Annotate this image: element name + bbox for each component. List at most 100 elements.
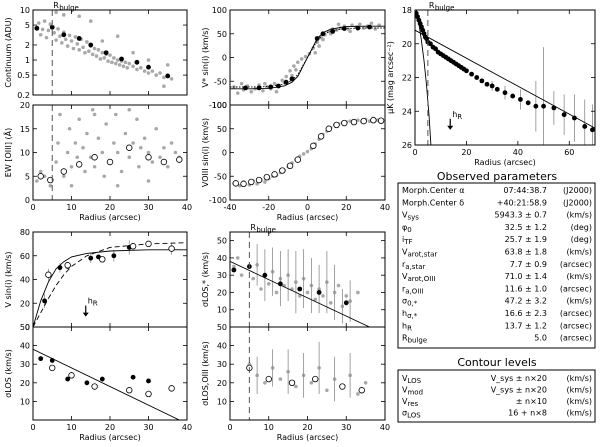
- scatter-point: [363, 381, 368, 385]
- x-tick-label: 40: [182, 423, 192, 432]
- scatter-point: [69, 164, 74, 169]
- scatter-point: [102, 56, 107, 60]
- hr-arrow-label: h: [88, 297, 93, 306]
- model-line: [230, 260, 370, 327]
- scatter-point: [142, 69, 147, 73]
- parameter-unit: (km/s): [566, 211, 592, 220]
- model-line: [33, 348, 180, 420]
- data-point: [320, 31, 326, 37]
- open-point: [145, 240, 152, 248]
- x-tick-label: 40: [380, 423, 390, 432]
- parameter-unit: (J2000): [563, 198, 592, 207]
- y-tick-label: -50: [214, 77, 227, 86]
- scatter-point: [98, 57, 103, 61]
- scatter-point: [75, 155, 80, 160]
- y-tick-label: 10: [20, 149, 30, 158]
- scatter-point: [369, 21, 374, 26]
- x-tick-label: 20: [302, 423, 312, 432]
- parameter-row: σ0,* 47.2 ± 3.2 (km/s): [402, 297, 592, 308]
- scatter-point: [127, 107, 132, 112]
- scatter-point: [272, 81, 277, 86]
- scatter-point: [35, 179, 39, 183]
- open-point: [168, 245, 175, 252]
- parameter-unit: (km/s): [566, 409, 592, 418]
- hr-arrow-head: [82, 312, 89, 317]
- open-point: [248, 178, 255, 186]
- scatter-point: [125, 65, 130, 70]
- y-tick-label: 20: [20, 101, 30, 110]
- scatter-point: [358, 22, 362, 27]
- panel-plot-area: [415, 10, 595, 145]
- open-point: [126, 387, 133, 394]
- parameter-name: VLOS: [402, 374, 422, 385]
- scatter-point: [165, 63, 170, 67]
- y-tick-label: 20: [217, 379, 227, 388]
- parameter-name: Varot,star: [402, 248, 437, 259]
- parameter-unit: (arcsec): [560, 334, 592, 343]
- scatter-point: [115, 58, 120, 62]
- scatter-point: [158, 71, 162, 75]
- parameter-row: σLOS 16 + n×8 (km/s): [402, 409, 592, 420]
- parameter-name: Vmod: [402, 386, 423, 397]
- scatter-point: [88, 19, 93, 23]
- parameter-name: Vsys: [402, 211, 419, 222]
- y-tick-label: 10: [20, 397, 30, 406]
- open-point: [99, 256, 106, 263]
- scatter-point: [290, 73, 294, 78]
- data-point: [130, 374, 136, 380]
- y-tick-label: 0.2: [17, 91, 30, 100]
- parameter-name: ra,star: [402, 260, 425, 271]
- scatter-point: [284, 74, 288, 79]
- data-point: [518, 97, 523, 102]
- scatter-point: [92, 112, 97, 117]
- scatter-point: [121, 64, 126, 69]
- panel-frame: [229, 326, 386, 421]
- scatter-point: [162, 145, 166, 150]
- open-point: [279, 167, 286, 174]
- parameter-name-sub: bulge: [408, 337, 428, 345]
- data-point: [367, 24, 372, 30]
- panel-frame: [32, 9, 188, 96]
- open-point: [68, 372, 75, 379]
- open-point: [341, 119, 348, 127]
- y-tick-label: 5: [25, 172, 30, 181]
- scatter-point: [127, 61, 132, 66]
- parameter-row: Varot,star 63.8 ± 1.8 (km/s): [402, 248, 592, 259]
- scatter-point: [113, 61, 118, 66]
- scatter-point: [83, 50, 87, 55]
- x-tick-label: 0: [227, 423, 232, 432]
- panel-vrot: h R 0 20 40 60 80 V sin(i) (km/s): [4, 228, 188, 332]
- x-tick-label: 30: [143, 423, 153, 432]
- parameter-name-sub: res: [407, 400, 418, 408]
- parameter-unit: (arcsec): [560, 309, 592, 318]
- data-point: [99, 376, 105, 382]
- contour-levels-box: [397, 369, 596, 423]
- parameter-name-sub: arot,OIII: [407, 275, 435, 283]
- y-tick-label: 0: [25, 196, 30, 205]
- parameter-name-sub: mod: [407, 389, 423, 397]
- scatter-point: [344, 294, 349, 298]
- scatter-point: [348, 29, 352, 34]
- scatter-point: [131, 64, 135, 69]
- scatter-point: [263, 81, 267, 86]
- hr-arrow-head: [447, 125, 454, 130]
- x-tick-label: 40: [380, 203, 390, 212]
- open-point: [45, 271, 52, 278]
- scatter-point: [115, 150, 120, 155]
- scatter-point: [142, 136, 147, 141]
- scatter-point: [48, 183, 53, 188]
- observed-parameters-box: [397, 182, 596, 349]
- y-tick-label: 15: [20, 125, 30, 134]
- x-tick-label: 0: [305, 203, 310, 212]
- parameter-value: 16.6 ± 2.3: [505, 309, 547, 318]
- scatter-point: [263, 180, 267, 184]
- open-point: [370, 116, 377, 124]
- parameter-name: Rbulge: [402, 334, 427, 345]
- panel-frame: [32, 104, 188, 201]
- data-point: [283, 79, 289, 85]
- scatter-point: [96, 136, 101, 141]
- parameter-name: Vres: [402, 397, 419, 408]
- data-point: [34, 25, 40, 31]
- parameter-value: +40:21:58.9: [497, 198, 547, 207]
- scatter-point: [58, 112, 62, 117]
